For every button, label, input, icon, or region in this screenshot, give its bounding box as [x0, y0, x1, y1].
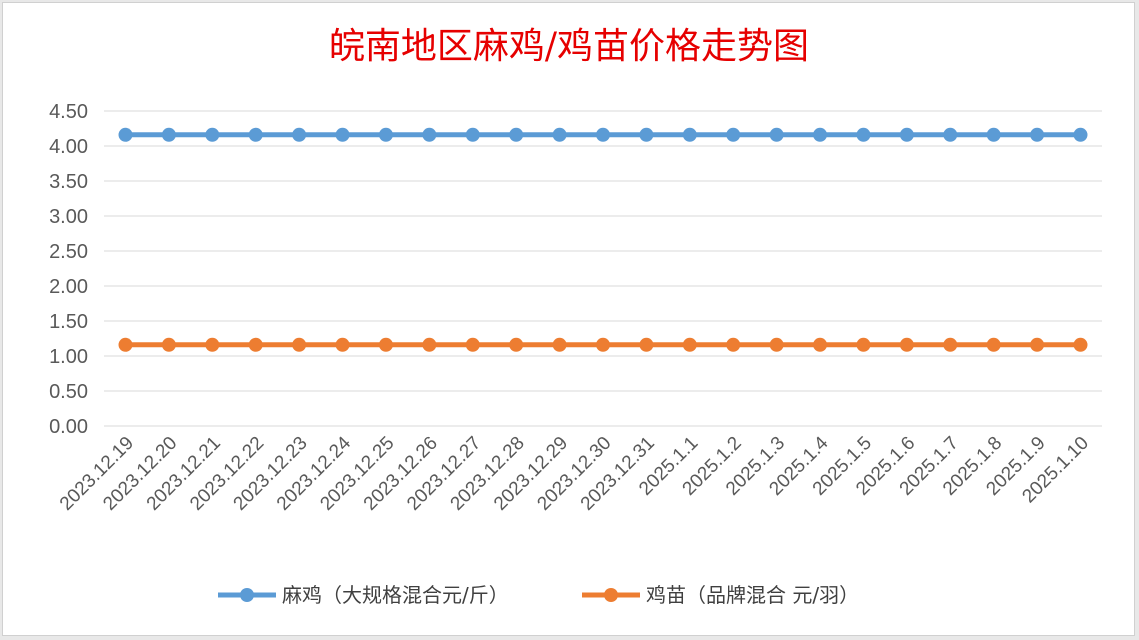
- legend-label: 鸡苗（品牌混合 元/羽）: [646, 583, 859, 607]
- data-point: [1073, 337, 1088, 352]
- y-tick-label: 3.50: [49, 171, 88, 193]
- data-point: [986, 337, 1001, 352]
- y-tick-label: 4.50: [49, 101, 88, 123]
- data-point: [1073, 127, 1088, 142]
- data-point: [639, 337, 654, 352]
- data-point: [1030, 127, 1045, 142]
- data-point: [465, 337, 480, 352]
- data-point: [596, 127, 610, 142]
- data-point: [335, 337, 350, 352]
- data-point: [813, 127, 828, 142]
- data-point: [509, 337, 524, 352]
- y-tick-label: 1.00: [49, 346, 88, 368]
- data-point: [813, 337, 828, 352]
- legend-marker: [240, 588, 254, 602]
- data-point: [118, 337, 133, 352]
- data-point: [899, 127, 914, 142]
- x-axis-ticks: 2023.12.192023.12.202023.12.212023.12.22…: [56, 432, 1093, 514]
- legend-item: 麻鸡（大规格混合元/斤）: [218, 583, 509, 607]
- data-point: [465, 127, 480, 142]
- data-point: [161, 337, 176, 352]
- data-point: [161, 127, 176, 142]
- series-lines: [118, 127, 1088, 352]
- data-point: [552, 337, 567, 352]
- legend-marker: [604, 588, 618, 602]
- y-tick-label: 0.50: [49, 381, 88, 403]
- data-point: [292, 337, 307, 352]
- data-point: [205, 337, 220, 352]
- data-point: [769, 127, 784, 142]
- y-axis-ticks: 0.00 0.50 1.00 1.50 2.00 2.50 3.00 3.50 4.00 4.50: [49, 101, 88, 438]
- data-point: [422, 127, 437, 142]
- series-1: [118, 127, 1088, 142]
- data-point: [856, 127, 871, 142]
- data-point: [856, 337, 871, 352]
- legend: 麻鸡（大规格混合元/斤） 鸡苗（品牌混合 元/羽）: [218, 583, 859, 607]
- data-point: [292, 127, 307, 142]
- y-tick-label: 1.50: [49, 311, 88, 333]
- y-tick-label: 4.00: [49, 136, 88, 158]
- data-point: [378, 337, 393, 352]
- data-point: [726, 337, 741, 352]
- data-point: [943, 337, 958, 352]
- series-2: [118, 337, 1088, 352]
- data-point: [1030, 337, 1045, 352]
- data-point: [205, 127, 220, 142]
- data-point: [682, 337, 697, 352]
- data-point: [899, 337, 914, 352]
- data-point: [769, 337, 784, 352]
- data-point: [726, 127, 741, 142]
- y-tick-label: 2.00: [49, 276, 88, 298]
- data-point: [248, 127, 263, 142]
- data-point: [943, 127, 958, 142]
- y-tick-label: 3.00: [49, 206, 88, 228]
- legend-label: 麻鸡（大规格混合元/斤）: [282, 583, 509, 607]
- data-point: [682, 127, 697, 142]
- data-point: [986, 127, 1001, 142]
- data-point: [552, 127, 567, 142]
- data-point: [248, 337, 263, 352]
- chart-title: 皖南地区麻鸡/鸡苗价格走势图: [329, 26, 809, 67]
- data-point: [509, 127, 524, 142]
- data-point: [335, 127, 350, 142]
- gridlines: [104, 110, 1102, 427]
- legend-item: 鸡苗（品牌混合 元/羽）: [582, 583, 859, 607]
- y-tick-label: 2.50: [49, 241, 88, 263]
- y-tick-label: 0.00: [49, 416, 88, 438]
- data-point: [639, 127, 654, 142]
- data-point: [378, 127, 393, 142]
- data-point: [596, 337, 610, 352]
- data-point: [422, 337, 437, 352]
- data-point: [118, 127, 133, 142]
